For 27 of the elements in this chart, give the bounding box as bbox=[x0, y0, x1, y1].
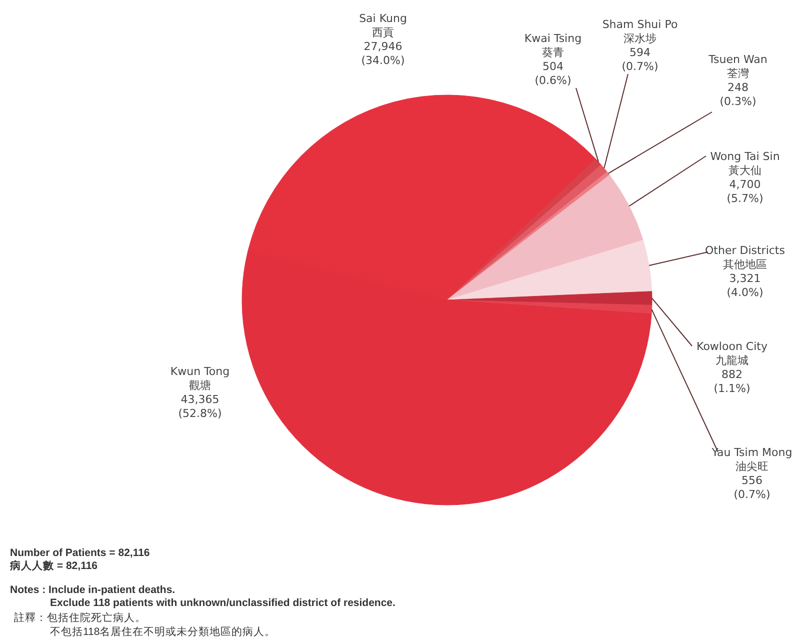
data-label: 3,321 (4.0%) bbox=[726, 272, 764, 299]
slice-label: Other Districts 其他地區 bbox=[705, 244, 786, 271]
slice-label: Kwai Tsing 葵青 bbox=[524, 32, 582, 59]
text: 註釋：包括住院死亡病人。 bbox=[14, 611, 146, 624]
pie-slice bbox=[446, 174, 644, 300]
slice-label: Kowloon City 九龍城 bbox=[696, 340, 768, 367]
slice-label: Yau Tsim Mong 油尖旺 bbox=[710, 446, 792, 473]
data-label: 4,700 (5.7%) bbox=[726, 178, 764, 205]
data-label: 882 (1.1%) bbox=[714, 368, 750, 395]
slice-label: Wong Tai Sin 黃大仙 bbox=[710, 150, 780, 177]
slice-label: Sai Kung 西貢 bbox=[359, 12, 407, 39]
data-label: 556 (0.7%) bbox=[734, 474, 770, 501]
slice-label: Sham Shui Po 深水埗 bbox=[602, 18, 678, 45]
data-label: 43,365 (52.8%) bbox=[178, 393, 222, 420]
data-label: 27,946 (34.0%) bbox=[361, 40, 405, 67]
text: Notes : Include in-patient deaths. bbox=[10, 584, 176, 596]
data-label: 504 (0.6%) bbox=[534, 60, 572, 87]
data-label: 248 (0.3%) bbox=[720, 81, 756, 108]
text: 病人人數 = 82,116 bbox=[9, 559, 98, 572]
pie-slice bbox=[446, 240, 652, 300]
data-label: 594 (0.7%) bbox=[622, 46, 658, 73]
text: Exclude 118 patients with unknown/unclassified district of residence. bbox=[50, 597, 396, 609]
pie-slice bbox=[446, 300, 652, 314]
text: 不包括118名居住在不明或未分類地區的病人。 bbox=[50, 625, 276, 638]
slice-label: Kwun Tong 觀塘 bbox=[170, 365, 230, 392]
slice-label: Tsuen Wan 荃灣 bbox=[708, 53, 768, 80]
text: Number of Patients = 82,116 bbox=[10, 547, 150, 559]
